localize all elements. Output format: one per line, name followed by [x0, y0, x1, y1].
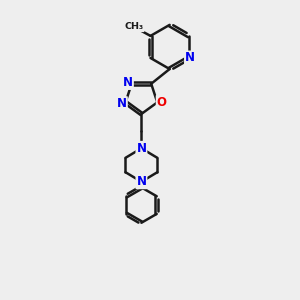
Text: N: N — [117, 97, 127, 110]
Text: N: N — [136, 175, 146, 188]
Text: N: N — [185, 52, 195, 64]
Text: N: N — [123, 76, 133, 89]
Text: N: N — [136, 142, 146, 155]
Text: O: O — [157, 96, 167, 109]
Text: CH₃: CH₃ — [124, 22, 144, 31]
